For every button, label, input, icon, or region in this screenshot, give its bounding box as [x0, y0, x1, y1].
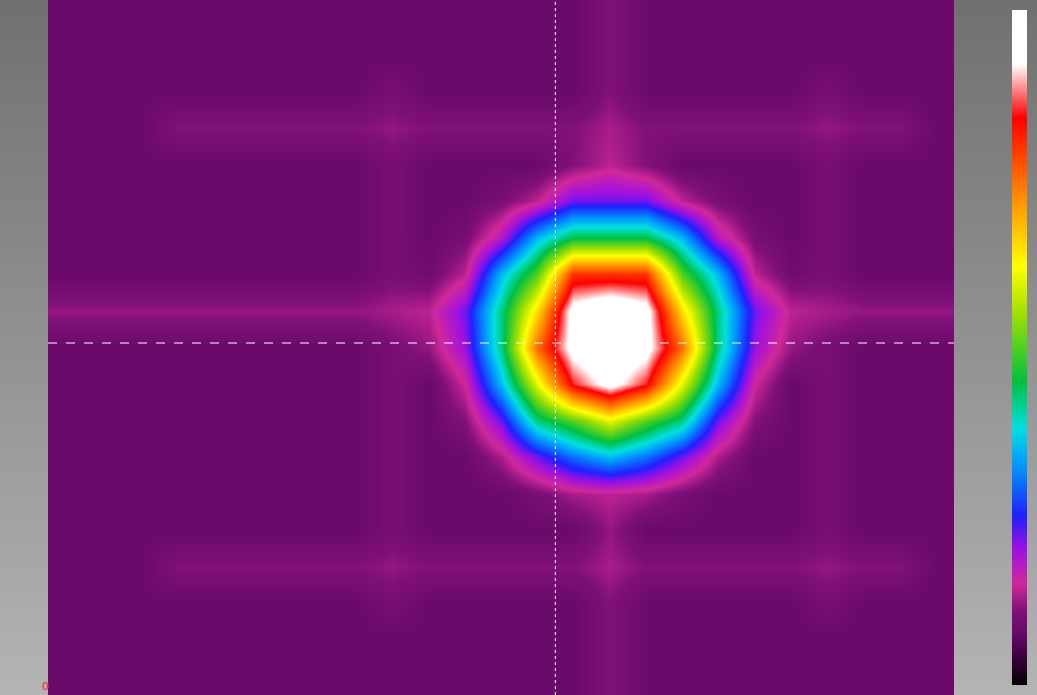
svg-text:0: 0 — [42, 680, 49, 693]
